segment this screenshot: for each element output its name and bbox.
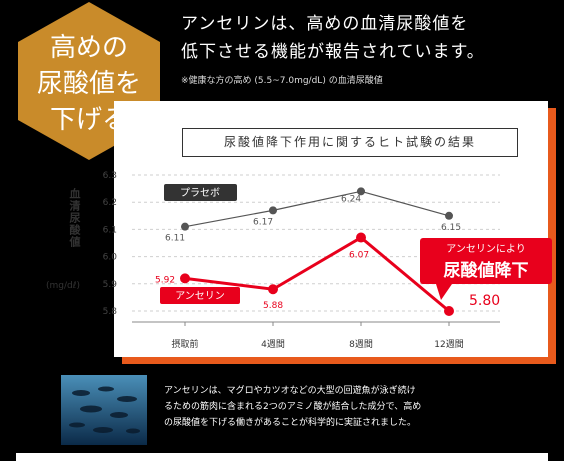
anserine-line	[184, 235, 450, 313]
anserine-data-label: 5.88	[263, 301, 283, 311]
headline-line: アンセリンは、高めの血清尿酸値を	[181, 14, 469, 34]
y-tick-label: 6.1	[103, 225, 117, 235]
callout-box	[420, 238, 552, 284]
bottom-divider	[16, 453, 548, 461]
headline-line: 低下させる機能が報告されています。	[181, 42, 485, 62]
placebo-line	[184, 190, 450, 228]
info-line: るための筋肉に含まれる2つのアミノ酸が結合した成分で、高め	[164, 402, 422, 412]
y-tick-label: 5.8	[103, 307, 118, 317]
info-section: アンセリンは、マグロやカツオなどの大型の回遊魚が泳ぎ続け るための筋肉に含まれる…	[61, 375, 551, 445]
y-tick-label: 6.3	[103, 171, 117, 181]
anserine-legend-label: アンセリン	[175, 290, 225, 302]
placebo-point	[445, 211, 453, 220]
badge-line: 尿酸値を	[36, 69, 141, 99]
anserine-point	[444, 306, 454, 316]
placebo-data-label: 6.15	[441, 223, 461, 233]
anserine-legend-box	[160, 287, 240, 304]
y-tick-label: 5.9	[103, 280, 118, 290]
y-axis-label: 血清尿酸値	[68, 188, 81, 248]
info-line: の尿酸値を下げる働きがあることが科学的に実証されました。	[164, 418, 417, 428]
placebo-point	[357, 187, 365, 196]
anserine-data-label: 6.07	[349, 251, 369, 261]
callout-pointer	[436, 284, 452, 300]
anserine-point	[356, 232, 366, 243]
y-axis-unit: (mg/dℓ)	[46, 281, 80, 291]
chart-title-box: 尿酸値降下作用に関するヒト試験の結果	[182, 128, 518, 157]
chart-title: 尿酸値降下作用に関するヒト試験の結果	[223, 135, 476, 149]
y-tick-label: 6.0	[103, 253, 118, 263]
x-tick-label: 8週間	[349, 339, 373, 350]
placebo-point	[269, 206, 277, 215]
x-tick-label: 4週間	[261, 339, 285, 350]
placebo-data-label: 6.11	[165, 234, 185, 244]
y-tick-label: 6.2	[103, 198, 117, 208]
x-tick-label: 12週間	[434, 339, 463, 350]
x-tick-label: 摂取前	[171, 338, 198, 350]
badge-line: 高めの	[49, 33, 128, 63]
anserine-point	[180, 273, 190, 284]
tuna-school-image	[61, 375, 147, 445]
placebo-data-label: 6.17	[253, 217, 273, 227]
info-text: アンセリンは、マグロやカツオなどの大型の回遊魚が泳ぎ続け るための筋肉に含まれる…	[164, 383, 554, 431]
callout-line2: 尿酸値降下	[444, 260, 529, 281]
placebo-data-label: 6.24	[341, 194, 361, 204]
info-line: アンセリンは、マグロやカツオなどの大型の回遊魚が泳ぎ続け	[164, 386, 416, 396]
placebo-legend-box	[164, 184, 237, 201]
headline: アンセリンは、高めの血清尿酸値を 低下させる機能が報告されています。	[181, 10, 561, 66]
anserine-data-label: 5.80	[469, 293, 500, 309]
callout-line1: アンセリンにより	[446, 243, 525, 255]
anserine-point	[268, 284, 278, 295]
anserine-data-label: 5.92	[155, 275, 175, 285]
footnote: ※健康な方の高め (5.5~7.0mg/dL) の血清尿酸値	[181, 76, 383, 86]
placebo-legend-label: プラセボ	[180, 187, 220, 199]
placebo-point	[181, 222, 189, 231]
